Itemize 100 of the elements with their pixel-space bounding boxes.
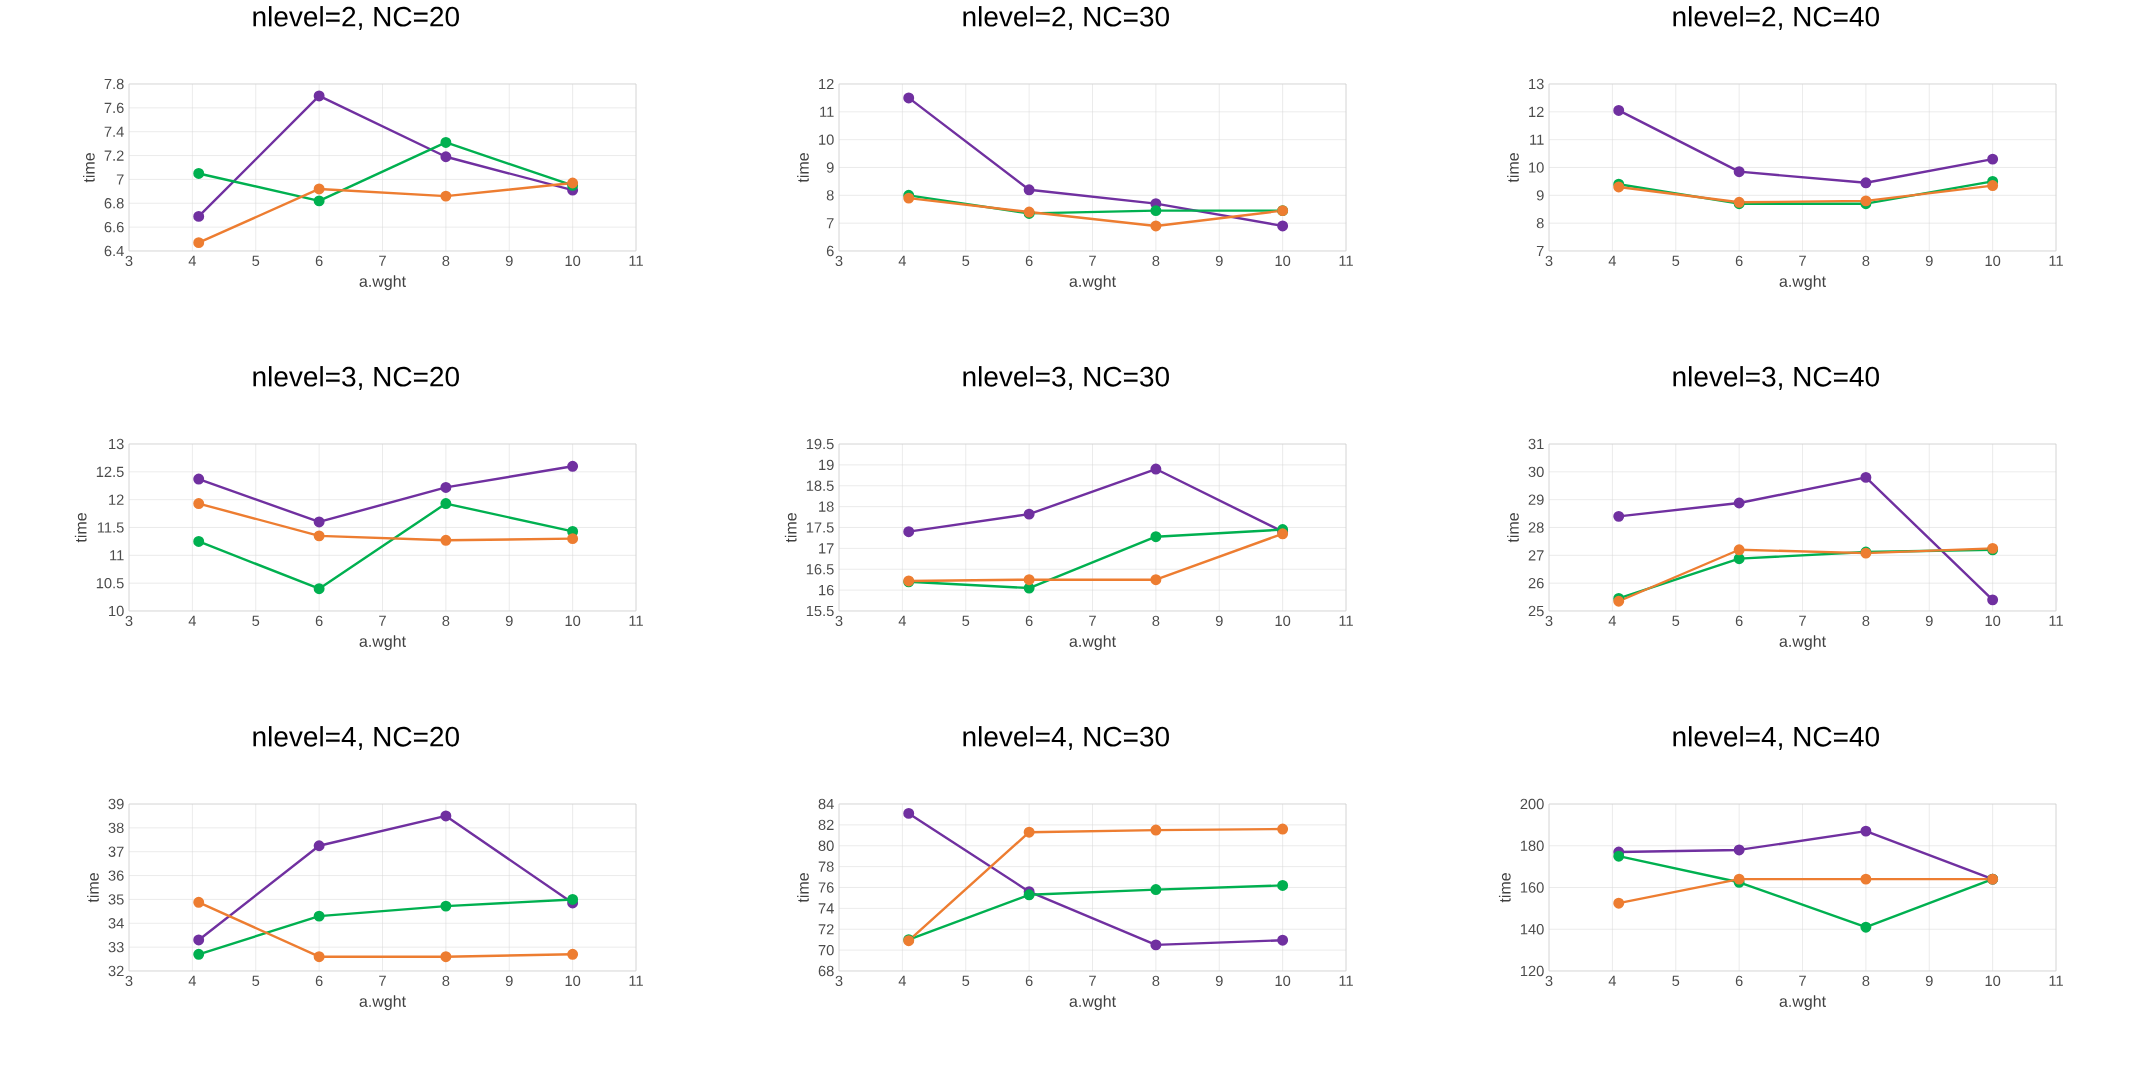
chart-title: nlevel=2, NC=20: [253, 6, 459, 30]
x-tick-label: 5: [1672, 975, 1680, 986]
y-tick-label: 7: [116, 174, 124, 185]
y-tick-label: 16.5: [806, 564, 834, 575]
y-tick-label: 10: [109, 605, 124, 617]
x-tick-label: 9: [505, 975, 513, 987]
x-tick-label: 9: [1215, 975, 1223, 987]
chart-title: nlevel=2, NC=30: [963, 6, 1169, 30]
x-tick-label: 10: [1985, 975, 2001, 987]
x-tick-label: 8: [1152, 615, 1160, 627]
x-tick-label: 6: [1025, 255, 1033, 267]
x-tick-label: 8: [442, 255, 450, 267]
x-tick-label: 3: [835, 615, 843, 627]
x-tick-label: 8: [1152, 255, 1160, 267]
x-tick-label: 3: [1545, 255, 1553, 267]
y-tick-label: 7.2: [104, 150, 124, 161]
x-tick-label: 11: [629, 255, 643, 266]
x-tick-label: 5: [1672, 255, 1680, 266]
y-axis-title: time: [1507, 513, 1519, 543]
y-tick-label: 70: [818, 944, 834, 956]
y-tick-label: 33: [108, 941, 124, 953]
y-tick-label: 38: [108, 822, 124, 834]
x-tick-label: 9: [1925, 975, 1933, 987]
x-tick-label: 8: [442, 615, 450, 627]
x-tick-label: 9: [1215, 615, 1223, 627]
x-axis-title: a.wght: [1779, 995, 1826, 1011]
x-tick-label: 6: [315, 615, 323, 627]
x-axis-title: a.wght: [1069, 275, 1116, 291]
x-tick-label: 7: [379, 975, 386, 986]
x-tick-label: 8: [1862, 255, 1870, 267]
x-tick-label: 3: [125, 255, 133, 267]
x-tick-label: 8: [442, 975, 450, 987]
x-tick-label: 7: [1089, 615, 1096, 626]
y-tick-label: 26: [1528, 577, 1544, 589]
y-tick-label: 7.8: [104, 78, 124, 90]
x-axis-title: a.wght: [1069, 995, 1116, 1011]
x-tick-label: 11: [629, 975, 643, 986]
x-tick-label: 3: [835, 255, 843, 267]
x-tick-label: 11: [2049, 615, 2063, 626]
y-tick-label: 10: [1529, 162, 1544, 173]
y-axis-title: time: [797, 153, 809, 183]
y-tick-label: 35: [108, 894, 124, 905]
y-tick-label: 10.5: [96, 577, 124, 589]
x-tick-label: 6: [1025, 975, 1033, 987]
x-tick-label: 5: [962, 975, 970, 986]
x-tick-label: 10: [1275, 975, 1291, 987]
chart-title: nlevel=3, NC=40: [1673, 366, 1879, 390]
chart-title: nlevel=4, NC=20: [253, 726, 459, 750]
y-tick-label: 120: [1520, 965, 1544, 977]
x-axis-title: a.wght: [1779, 635, 1826, 651]
x-tick-label: 11: [629, 615, 643, 626]
y-tick-label: 16: [819, 584, 834, 596]
y-tick-label: 140: [1520, 924, 1544, 935]
x-tick-label: 3: [1545, 975, 1553, 987]
y-tick-label: 27: [1528, 550, 1544, 561]
y-tick-label: 34: [108, 918, 124, 929]
x-tick-label: 7: [379, 615, 386, 626]
y-tick-label: 8: [1536, 217, 1544, 229]
x-tick-label: 4: [188, 975, 197, 986]
x-tick-label: 4: [1608, 975, 1617, 986]
x-tick-label: 4: [1608, 255, 1617, 266]
y-tick-label: 29: [1528, 494, 1544, 505]
x-tick-label: 10: [565, 975, 581, 987]
y-tick-label: 11: [110, 550, 124, 561]
x-tick-label: 6: [1735, 975, 1743, 987]
x-axis-title: a.wght: [1779, 275, 1826, 291]
y-tick-label: 12: [819, 78, 834, 90]
x-tick-label: 5: [962, 615, 970, 626]
y-axis-title: time: [83, 153, 95, 183]
x-tick-label: 6: [315, 255, 323, 267]
x-tick-label: 5: [962, 255, 970, 266]
y-tick-label: 18.5: [806, 480, 834, 491]
y-tick-label: 17.5: [806, 522, 834, 533]
y-tick-label: 28: [1528, 522, 1544, 533]
x-tick-label: 7: [1799, 975, 1806, 986]
x-tick-label: 6: [1735, 615, 1743, 627]
x-tick-label: 8: [1862, 615, 1870, 627]
x-tick-label: 7: [1089, 975, 1096, 986]
y-axis-title: time: [74, 513, 87, 543]
x-tick-label: 8: [1862, 975, 1870, 987]
x-tick-label: 4: [188, 255, 197, 266]
y-tick-label: 72: [818, 924, 834, 935]
x-tick-label: 3: [1545, 615, 1553, 627]
x-tick-label: 10: [1985, 255, 2001, 267]
y-tick-label: 8: [826, 190, 834, 201]
x-tick-label: 4: [898, 255, 907, 266]
x-tick-label: 4: [1608, 615, 1617, 626]
y-tick-label: 17: [819, 543, 834, 554]
y-tick-label: 84: [818, 798, 834, 810]
chart-title: nlevel=3, NC=30: [963, 366, 1169, 390]
x-tick-label: 8: [1152, 975, 1160, 987]
y-tick-label: 6.8: [104, 198, 124, 209]
y-tick-label: 6.6: [104, 221, 124, 233]
x-axis-title: a.wght: [359, 275, 406, 291]
chart-title: nlevel=4, NC=40: [1673, 726, 1879, 750]
x-tick-label: 11: [2049, 255, 2063, 266]
x-tick-label: 11: [1339, 615, 1353, 626]
chart-title: nlevel=2, NC=40: [1673, 6, 1879, 30]
y-tick-label: 76: [818, 882, 834, 893]
x-tick-label: 10: [565, 255, 581, 267]
